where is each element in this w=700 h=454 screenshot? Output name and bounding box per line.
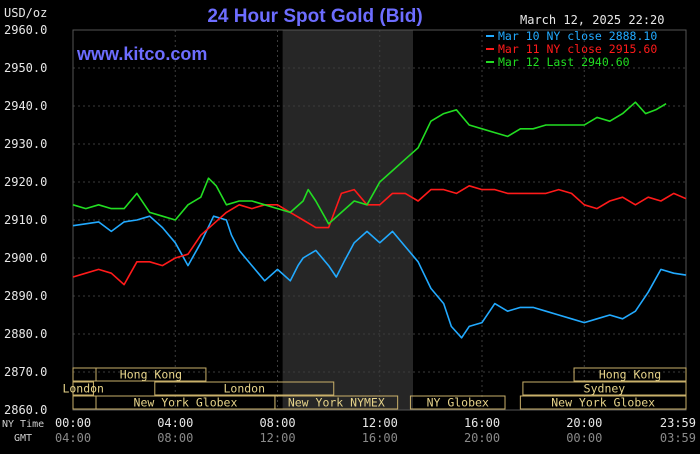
y-tick-label: 2960.0 xyxy=(4,23,47,37)
session-box xyxy=(409,395,506,410)
session-label: Hong Kong xyxy=(599,368,661,382)
x-tick-label-ny: 23:59 xyxy=(660,416,696,430)
y-tick-label: 2950.0 xyxy=(4,61,47,75)
series-lines xyxy=(72,101,687,339)
x-axis-ticks: 00:0004:0004:0008:0008:0012:0012:0016:00… xyxy=(55,416,696,445)
session-label: Sydney xyxy=(584,382,626,396)
watermark: www.kitco.com xyxy=(76,44,207,64)
chart-title: 24 Hour Spot Gold (Bid) xyxy=(207,6,422,27)
series-line-1 xyxy=(72,215,687,339)
session-box xyxy=(274,395,399,410)
legend-entry: Mar 11 NY close 2915.60 xyxy=(498,42,657,56)
session-label: New York Globex xyxy=(134,396,238,410)
session-label: NY Globex xyxy=(427,396,489,410)
x-tick-label-gmt: 16:00 xyxy=(362,431,398,445)
x-tick-label-ny: 04:00 xyxy=(157,416,193,430)
session-label: New York NYMEX xyxy=(288,396,385,410)
x-tick-label-gmt: 04:00 xyxy=(55,431,91,445)
timestamp: March 12, 2025 22:20 xyxy=(520,13,665,27)
session-label: New York Globex xyxy=(551,396,655,410)
x-tick-label-ny: 16:00 xyxy=(464,416,500,430)
session-box xyxy=(573,367,687,382)
session-box xyxy=(72,367,207,382)
series-line-3 xyxy=(72,101,667,225)
session-label: London xyxy=(62,382,104,396)
ny-time-label: NY Time xyxy=(2,419,44,430)
session-label: London xyxy=(223,382,265,396)
x-tick-label-gmt: 08:00 xyxy=(157,431,193,445)
session-box xyxy=(154,381,335,396)
session-box xyxy=(72,381,94,396)
x-tick-label-ny: 20:00 xyxy=(566,416,602,430)
y-tick-label: 2940.0 xyxy=(4,99,47,113)
y-tick-label: 2860.0 xyxy=(4,403,47,417)
series-line-2 xyxy=(72,185,687,286)
gmt-label: GMT xyxy=(14,433,32,444)
session-box xyxy=(522,381,687,396)
plot-frame xyxy=(72,29,687,411)
y-tick-label: 2920.0 xyxy=(4,175,47,189)
y-axis-label: USD/oz xyxy=(4,6,47,20)
x-tick-label-ny: 00:00 xyxy=(55,416,91,430)
session-box xyxy=(519,395,687,410)
x-tick-label-ny: 08:00 xyxy=(259,416,295,430)
x-tick-label-gmt: 12:00 xyxy=(259,431,295,445)
x-tick-label-gmt: 00:00 xyxy=(566,431,602,445)
legend-entry: Mar 12 Last 2940.60 xyxy=(498,55,630,69)
x-tick-label-gmt: 20:00 xyxy=(464,431,500,445)
y-axis-ticks: 2960.0 2950.0 2940.0 2930.0 2920.0 2910.0 2900… xyxy=(4,23,47,417)
session-label: Hong Kong xyxy=(120,368,182,382)
y-tick-label: 2930.0 xyxy=(4,137,47,151)
x-tick-label-ny: 12:00 xyxy=(362,416,398,430)
grid xyxy=(72,29,687,411)
x-tick-label-gmt: 03:59 xyxy=(660,431,696,445)
y-tick-label: 2890.0 xyxy=(4,289,47,303)
legend-entry: Mar 10 NY close 2888.10 xyxy=(498,29,657,43)
y-tick-label: 2870.0 xyxy=(4,365,47,379)
y-tick-label: 2880.0 xyxy=(4,327,47,341)
y-tick-label: 2900.0 xyxy=(4,251,47,265)
y-tick-label: 2910.0 xyxy=(4,213,47,227)
